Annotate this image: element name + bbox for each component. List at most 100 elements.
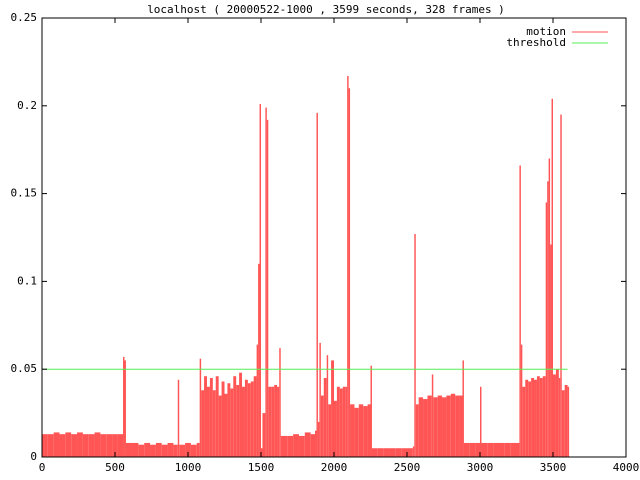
motion-impulse [520, 344, 523, 457]
motion-impulse [209, 377, 213, 457]
motion-impulse [230, 388, 234, 457]
motion-impulse [236, 385, 240, 457]
motion-impulse [531, 377, 535, 457]
motion-impulse [442, 397, 447, 457]
motion-impulse [539, 377, 543, 457]
motion-impulse [358, 404, 364, 457]
motion-impulse [407, 448, 413, 457]
motion-impulse [395, 448, 402, 457]
motion-impulse [117, 434, 124, 457]
motion-impulse [150, 444, 156, 457]
motion-impulse [94, 432, 101, 457]
motion-impulse [414, 233, 416, 457]
motion-impulse [298, 435, 305, 457]
motion-impulse [548, 158, 551, 458]
motion-impulse [567, 386, 570, 457]
motion-impulse [138, 444, 145, 457]
motion-impulse [459, 395, 463, 457]
motion-impulse [339, 388, 343, 457]
motion-impulse [328, 404, 332, 457]
motion-impulse [256, 344, 259, 457]
motion-impulse [377, 448, 384, 457]
motion-impulse [204, 376, 207, 457]
motion-impulse [475, 442, 480, 457]
motion-impulse [317, 421, 320, 457]
motion-impulse [71, 434, 78, 457]
motion-impulse [316, 112, 318, 457]
motion-impulse [558, 377, 561, 457]
motion-impulse [280, 435, 288, 457]
x-tick-label: 1000 [175, 461, 202, 474]
motion-impulse [259, 104, 261, 457]
motion-impulse [277, 386, 280, 457]
motion-impulse [185, 442, 191, 457]
motion-impulse [431, 374, 434, 457]
motion-impulse [551, 98, 553, 457]
motion-impulse [274, 385, 278, 457]
motion-impulse [132, 442, 139, 457]
motion-impulse [370, 365, 372, 457]
motion-impulse [279, 348, 281, 457]
x-tick-label: 1500 [248, 461, 275, 474]
motion-impulse [265, 107, 267, 457]
motion-impulse [401, 448, 407, 457]
motion-impulse [215, 376, 219, 457]
motion-impulse [334, 400, 337, 457]
y-tick-label: 0.25 [11, 11, 38, 24]
x-tick-label: 500 [105, 461, 125, 474]
motion-impulse [326, 355, 329, 457]
x-tick-label: 2000 [321, 461, 348, 474]
motion-impulse [493, 442, 499, 457]
motion-impulse [423, 399, 428, 457]
motion-impulse [320, 395, 324, 457]
motion-impulse [144, 442, 151, 457]
y-tick-label: 0.05 [11, 362, 38, 375]
motion-impulse [319, 342, 321, 457]
motion-impulse [536, 376, 540, 457]
motion-impulse [450, 393, 456, 457]
motion-impulse [510, 442, 517, 457]
motion-impulse [363, 406, 368, 457]
motion-impulse [100, 434, 107, 457]
motion-impulse [258, 263, 260, 457]
motion-impulse [455, 395, 460, 457]
motion-impulse [519, 165, 521, 457]
motion-impulse [342, 386, 346, 457]
motion-impulse [196, 442, 200, 457]
motion-impulse [253, 376, 257, 457]
motion-impulse [250, 381, 254, 457]
legend-label: motion [526, 25, 566, 38]
motion-impulse [65, 432, 72, 457]
motion-impulse [516, 442, 520, 457]
motion-impulse [268, 386, 272, 457]
motion-impulse [155, 442, 162, 457]
motion-impulse [550, 244, 552, 457]
motion-impulse [125, 442, 133, 457]
motion-impulse [201, 390, 205, 457]
y-tick-label: 0.15 [11, 187, 38, 200]
motion-impulse [480, 386, 482, 457]
motion-impulse [481, 442, 488, 457]
motion-impulse [212, 390, 216, 457]
motion-impulse [262, 413, 266, 457]
motion-impulse [560, 114, 562, 457]
motion-impulse [525, 379, 529, 457]
motion-impulse [53, 432, 60, 457]
motion-impulse [218, 395, 222, 457]
x-tick-label: 2500 [394, 461, 421, 474]
motion-impulse [498, 442, 505, 457]
x-tick-label: 4000 [613, 461, 640, 474]
motion-impulse [224, 393, 228, 457]
motion-impulse [561, 390, 565, 457]
motion-impulse [487, 442, 494, 457]
motion-impulse [82, 434, 89, 457]
x-tick-label: 3500 [540, 461, 567, 474]
y-tick-label: 0.1 [17, 274, 37, 287]
motion-impulse [261, 448, 263, 457]
motion-impulse [418, 397, 424, 457]
motion-impulse [331, 360, 334, 457]
motion-impulse [106, 434, 113, 457]
motion-impulse [88, 434, 95, 457]
motion-impulse [179, 444, 186, 457]
